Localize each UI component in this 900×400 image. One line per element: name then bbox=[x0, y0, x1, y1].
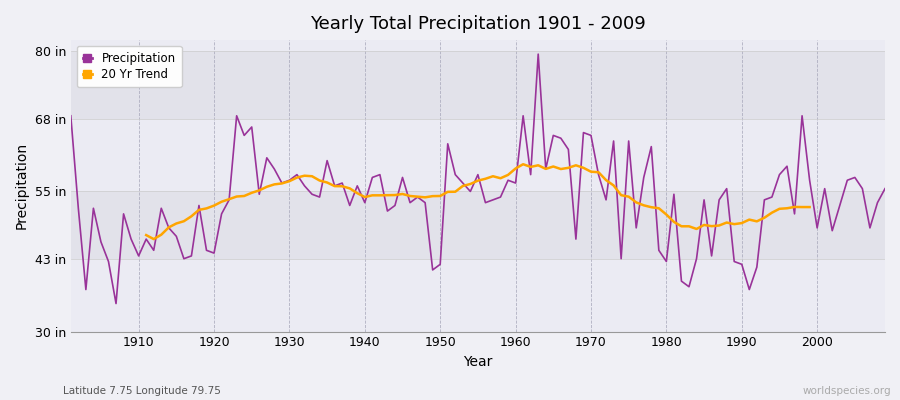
20 Yr Trend bbox=[405, 194, 416, 198]
Precipitation bbox=[345, 203, 356, 208]
Precipitation bbox=[518, 113, 528, 118]
Bar bbox=[71, 51, 885, 118]
Precipitation bbox=[879, 186, 890, 191]
20 Yr Trend bbox=[805, 205, 815, 210]
Line: 20 Yr Trend: 20 Yr Trend bbox=[146, 164, 810, 239]
20 Yr Trend bbox=[284, 179, 295, 184]
20 Yr Trend bbox=[518, 162, 528, 167]
Bar bbox=[71, 118, 885, 192]
20 Yr Trend bbox=[744, 217, 755, 222]
20 Yr Trend bbox=[216, 199, 227, 204]
Precipitation bbox=[533, 52, 544, 56]
Precipitation bbox=[616, 256, 626, 261]
Precipitation bbox=[133, 254, 144, 258]
20 Yr Trend bbox=[140, 233, 151, 238]
Bar bbox=[71, 40, 885, 51]
20 Yr Trend bbox=[148, 237, 159, 242]
Text: worldspecies.org: worldspecies.org bbox=[803, 386, 891, 396]
Y-axis label: Precipitation: Precipitation bbox=[15, 142, 29, 230]
Text: Latitude 7.75 Longitude 79.75: Latitude 7.75 Longitude 79.75 bbox=[63, 386, 220, 396]
Legend: Precipitation, 20 Yr Trend: Precipitation, 20 Yr Trend bbox=[76, 46, 182, 87]
20 Yr Trend bbox=[488, 174, 499, 179]
Precipitation bbox=[299, 184, 310, 188]
Bar bbox=[71, 259, 885, 332]
Bar bbox=[71, 192, 885, 259]
20 Yr Trend bbox=[231, 194, 242, 199]
Title: Yearly Total Precipitation 1901 - 2009: Yearly Total Precipitation 1901 - 2009 bbox=[310, 15, 646, 33]
Precipitation bbox=[111, 301, 122, 306]
Precipitation bbox=[510, 181, 521, 186]
Line: Precipitation: Precipitation bbox=[71, 54, 885, 304]
X-axis label: Year: Year bbox=[464, 355, 492, 369]
Precipitation bbox=[66, 113, 77, 118]
